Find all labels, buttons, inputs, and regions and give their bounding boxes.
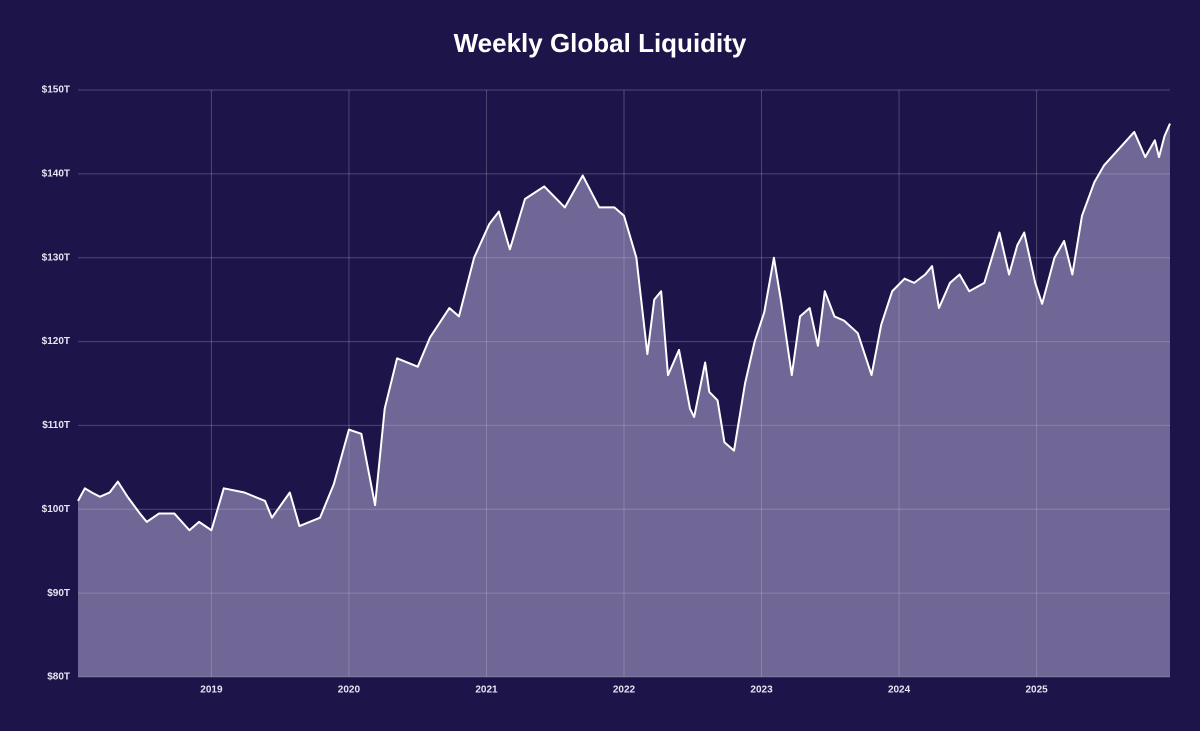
x-tick-label: 2019	[200, 685, 223, 696]
y-tick-label: $100T	[42, 504, 70, 515]
y-tick-label: $80T	[47, 672, 70, 683]
y-tick-label: $150T	[42, 85, 70, 96]
y-tick-label: $90T	[47, 588, 70, 599]
chart-title: Weekly Global Liquidity	[454, 28, 747, 58]
y-tick-label: $130T	[42, 252, 70, 263]
x-tick-label: 2023	[750, 685, 773, 696]
line	[77, 123, 1171, 532]
x-tick-label: 2025	[1025, 685, 1048, 696]
x-tick-label: 2022	[613, 685, 636, 696]
x-tick-label: 2024	[888, 685, 911, 696]
y-tick-label: $120T	[42, 336, 70, 347]
x-tick-label: 2021	[475, 685, 498, 696]
y-tick-label: $140T	[42, 168, 70, 179]
y-tick-label: $110T	[42, 420, 70, 431]
x-tick-label: 2020	[338, 685, 361, 696]
area-fill	[78, 123, 1170, 678]
